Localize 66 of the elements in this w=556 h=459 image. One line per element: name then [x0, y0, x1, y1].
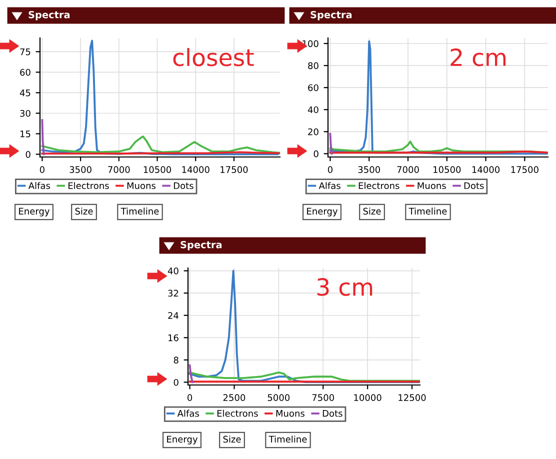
x-tick-label: 14000 — [182, 166, 210, 174]
text: Size — [363, 208, 381, 215]
y-tick-label: 0 — [26, 150, 30, 158]
line-series — [41, 136, 280, 154]
x-tick-label: 7500 — [312, 394, 334, 402]
y-tick-label: 40 — [168, 268, 178, 274]
chart-title: Spectra — [28, 10, 70, 20]
y-tick-label: 45 — [20, 90, 30, 96]
legend-label: Dots — [464, 182, 484, 190]
text: Size — [75, 208, 93, 215]
text: Size — [223, 436, 241, 443]
y-tick-label: 0 — [314, 150, 318, 158]
x-tick-label: 10500 — [434, 166, 461, 174]
legend-label: Alfas — [28, 182, 50, 190]
legend-label: Electrons — [358, 182, 400, 190]
y-tick-label: 60 — [308, 84, 318, 92]
line-series — [41, 40, 279, 156]
y-tick-label: 0 — [174, 378, 178, 386]
x-tick-label: 0 — [188, 394, 192, 402]
legend-label: Alfas — [318, 182, 340, 190]
x-tick-label: 17500 — [511, 166, 538, 174]
y-tick-label: 8 — [174, 356, 178, 364]
x-tick-label: 0 — [328, 166, 332, 174]
x-tick-label: 12500 — [398, 394, 426, 402]
y-tick-label: 40 — [308, 106, 318, 114]
y-tick-label: 60 — [20, 68, 30, 76]
text: Energy — [19, 208, 50, 216]
legend-label: Muons — [127, 182, 156, 190]
x-tick-label: 10500 — [144, 166, 172, 174]
line-series — [188, 371, 420, 382]
legend-label: Dots — [322, 410, 342, 417]
x-tick-label: 10000 — [354, 394, 382, 402]
x-tick-label: 0 — [40, 166, 44, 174]
annotation: 2 cm — [450, 48, 506, 66]
y-tick-label: 24 — [168, 312, 178, 319]
x-tick-label: 3500 — [358, 166, 380, 174]
y-tick-label: 16 — [168, 334, 178, 342]
y-tick-label: 30 — [20, 110, 30, 117]
x-tick-label: 3500 — [70, 166, 92, 174]
line-series — [188, 270, 420, 384]
legend-label: Alfas — [177, 410, 199, 417]
y-tick-label: 20 — [308, 128, 318, 136]
x-tick-label: 5000 — [268, 394, 290, 402]
y-tick-label: 80 — [308, 62, 318, 70]
legend-label: Electrons — [217, 410, 258, 417]
text: Timeline — [268, 436, 307, 443]
text: Timeline — [408, 208, 447, 215]
text: Energy — [307, 208, 338, 216]
annotation: 3 cm — [317, 278, 372, 296]
x-tick-label: 14000 — [472, 166, 500, 174]
legend-label: Muons — [418, 182, 446, 190]
x-tick-label: 17500 — [220, 166, 248, 174]
text: Energy — [167, 436, 198, 444]
text: Timeline — [120, 208, 159, 215]
y-tick-label: 15 — [20, 130, 30, 138]
annotation: closest — [173, 48, 254, 66]
x-tick-label: 7000 — [397, 166, 419, 174]
y-tick-label: 75 — [20, 48, 30, 56]
x-tick-label: 2500 — [223, 394, 246, 402]
x-tick-label: 7000 — [108, 166, 130, 174]
legend-label: Dots — [174, 182, 194, 190]
legend-label: Electrons — [68, 182, 109, 190]
y-tick-label: 32 — [168, 290, 178, 297]
chart-title: Spectra — [180, 240, 222, 250]
chart-title: Spectra — [310, 10, 352, 20]
legend-label: Muons — [276, 410, 304, 417]
